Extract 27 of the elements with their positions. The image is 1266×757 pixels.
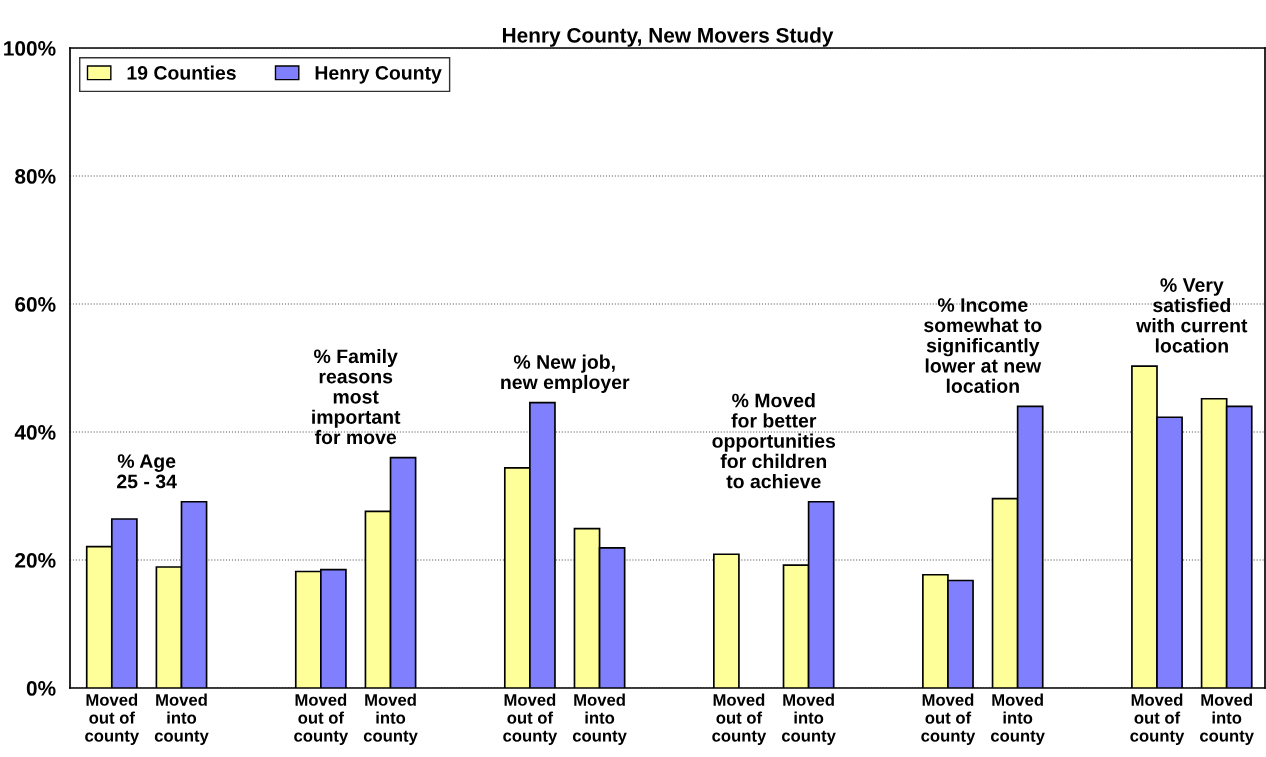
x-tick-label: Moved out of county (921, 693, 976, 745)
annotation: % Age 25 - 34 (117, 454, 177, 489)
legend-label: 19 Counties (127, 65, 236, 80)
annotation: % Family reasons most important for move (312, 348, 401, 445)
x-tick-label: Moved into county (990, 693, 1045, 745)
y-tick-label: 80% (15, 169, 56, 184)
y-tick-label: 0% (26, 681, 56, 696)
x-tick-label: Moved into county (363, 693, 418, 745)
legend-label: Henry County (315, 66, 442, 84)
annotation: % New job, new employer (501, 354, 630, 393)
x-tick-label: Moved out of county (712, 693, 767, 745)
y-tick-label: 60% (15, 297, 56, 312)
annotation: % Moved for better opportunities for children to achieve (712, 393, 836, 489)
x-tick-label: Moved out of county (85, 693, 140, 745)
x-tick-label: Moved into county (154, 693, 209, 745)
annotation: % Income somewhat to significantly lower at new location (924, 298, 1042, 393)
x-tick-label: Moved out of county (503, 693, 558, 745)
chart-title: Henry County, New Movers Study (502, 27, 834, 47)
y-tick-label: 40% (14, 425, 56, 440)
annotation: % Very satisfied with current location (1136, 278, 1248, 353)
y-tick-label: 20% (15, 553, 56, 568)
x-tick-label: Moved into county (572, 693, 627, 745)
x-tick-label: Moved out of county (294, 693, 349, 745)
x-tick-label: Moved into county (1200, 693, 1254, 745)
x-tick-label: Moved into county (781, 693, 836, 745)
y-tick-label: 100% (4, 41, 56, 56)
x-tick-label: Moved out of county (1130, 693, 1185, 745)
